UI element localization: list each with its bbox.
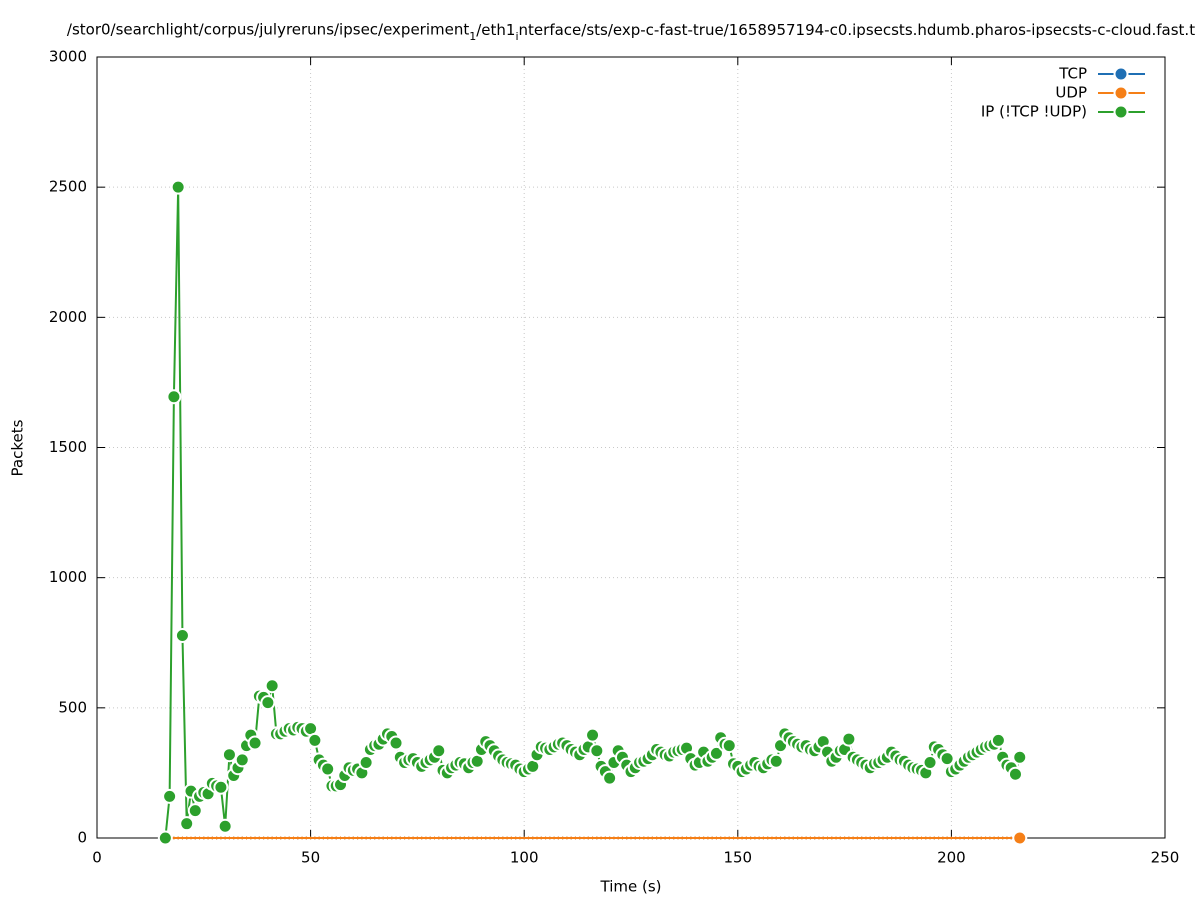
data-point (170, 179, 186, 195)
series-2 (157, 179, 1028, 846)
data-point (990, 732, 1006, 748)
data-point (234, 752, 250, 768)
y-tick-label: 500 (58, 698, 87, 716)
legend-swatch (1113, 85, 1129, 101)
data-point (1012, 749, 1028, 765)
chart-title: /stor0/searchlight/corpus/julyreruns/ips… (67, 21, 1195, 43)
y-axis-label: Packets (9, 419, 27, 476)
x-axis-label: Time (s) (600, 878, 662, 896)
data-point (841, 731, 857, 747)
data-point (1012, 830, 1028, 846)
data-point (307, 732, 323, 748)
data-point (358, 755, 374, 771)
data-point (213, 779, 229, 795)
y-tick-label: 1000 (49, 568, 87, 586)
legend-label: UDP (1055, 84, 1087, 102)
data-point (264, 678, 280, 694)
data-point (721, 738, 737, 754)
legend-swatch (1113, 66, 1129, 82)
x-tick-label: 0 (92, 849, 102, 867)
data-point (922, 755, 938, 771)
legend-label: TCP (1058, 65, 1087, 83)
data-point (768, 753, 784, 769)
data-point (174, 627, 190, 643)
x-tick-label: 250 (1151, 849, 1180, 867)
series-1 (164, 830, 1028, 846)
data-point (221, 747, 237, 763)
data-point (217, 818, 233, 834)
x-tick-label: 150 (723, 849, 752, 867)
data-point (388, 735, 404, 751)
data-point (179, 816, 195, 832)
data-point (939, 751, 955, 767)
legend-swatch (1113, 104, 1129, 120)
data-point (166, 389, 182, 405)
data-point (162, 788, 178, 804)
data-point (320, 761, 336, 777)
x-tick-label: 50 (301, 849, 320, 867)
x-tick-label: 200 (937, 849, 966, 867)
data-point (708, 745, 724, 761)
data-point (247, 735, 263, 751)
data-point (589, 743, 605, 759)
y-tick-label: 2500 (49, 178, 87, 196)
data-point (602, 770, 618, 786)
y-tick-label: 1500 (49, 438, 87, 456)
y-tick-label: 2000 (49, 308, 87, 326)
data-point (260, 695, 276, 711)
data-point (1007, 766, 1023, 782)
data-point (431, 743, 447, 759)
y-tick-label: 0 (77, 829, 87, 847)
data-point (157, 830, 173, 846)
legend-label: IP (!TCP !UDP) (981, 103, 1087, 121)
y-tick-label: 3000 (49, 48, 87, 66)
data-point (187, 803, 203, 819)
x-tick-label: 100 (510, 849, 539, 867)
data-point (585, 727, 601, 743)
